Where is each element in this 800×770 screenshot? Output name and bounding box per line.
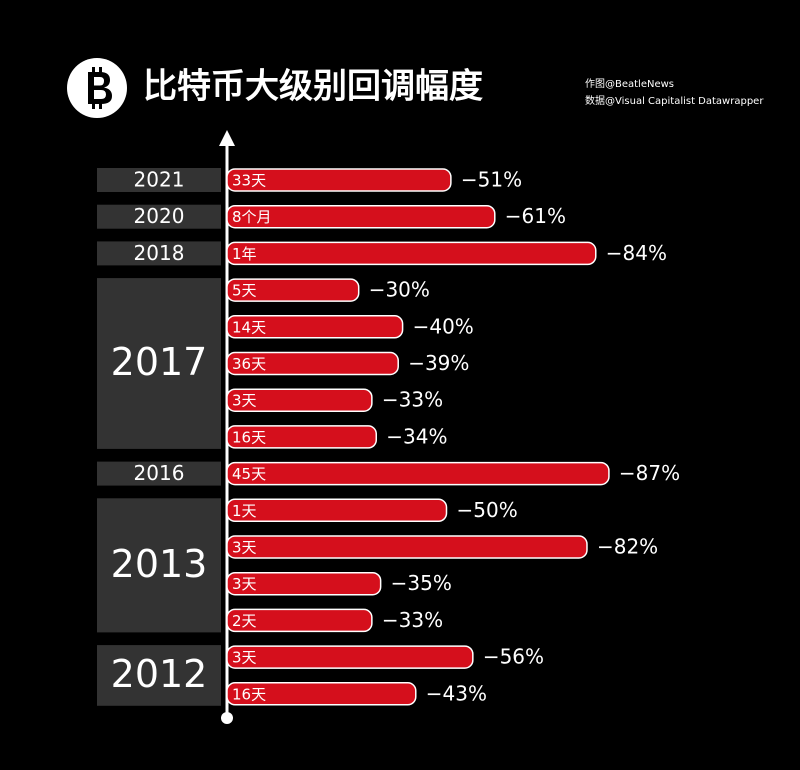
- bar: [226, 241, 597, 266]
- bar-duration: 1年: [232, 245, 257, 263]
- bar: [226, 461, 610, 486]
- value-label: −33%: [382, 388, 443, 412]
- bar-duration: 33天: [232, 172, 266, 190]
- y-tick-label: 2013: [111, 542, 208, 586]
- bar-duration: 45天: [232, 465, 266, 483]
- value-label: −34%: [386, 424, 447, 448]
- group-box: [97, 204, 221, 229]
- bar-duration: 1天: [232, 502, 257, 520]
- group-box: [97, 461, 221, 486]
- bar: [226, 351, 399, 376]
- group-box: [97, 278, 221, 449]
- bar: [226, 278, 360, 302]
- value-label: −51%: [461, 168, 522, 192]
- value-label: −50%: [457, 498, 518, 522]
- bitcoin-logo: [67, 58, 127, 118]
- group-box: [97, 168, 221, 192]
- bar-duration: 3天: [232, 649, 257, 667]
- chart-title: 比特币大级别回调幅度: [143, 67, 483, 107]
- y-tick-label: 2017: [111, 340, 208, 384]
- y-tick-label: 2018: [134, 241, 185, 265]
- bar: [226, 315, 404, 339]
- bar-duration: 2天: [232, 612, 257, 630]
- y-tick-label: 2016: [134, 461, 185, 485]
- bar: [226, 168, 452, 192]
- value-label: −39%: [408, 351, 469, 375]
- value-label: −33%: [382, 608, 443, 632]
- value-label: −35%: [391, 571, 452, 595]
- value-label: −87%: [619, 461, 680, 485]
- bar: [226, 608, 373, 633]
- bar: [226, 571, 382, 596]
- note: 数据@Visual Capitalist Datawrapper: [585, 94, 764, 107]
- value-label: −40%: [413, 314, 474, 338]
- y-tick-label: 2020: [134, 204, 185, 228]
- bar: [226, 425, 378, 449]
- bar-duration: 14天: [232, 318, 266, 336]
- value-label: −56%: [483, 645, 544, 669]
- value-label: −84%: [606, 241, 667, 265]
- bar: [226, 645, 474, 669]
- bar-duration: 8个月: [232, 208, 272, 226]
- bar-duration: 16天: [232, 685, 266, 703]
- value-label: −82%: [597, 535, 658, 559]
- bar: [226, 204, 496, 229]
- bar-duration: 3天: [232, 392, 257, 410]
- bar-duration: 3天: [232, 575, 257, 593]
- value-label: −61%: [505, 204, 566, 228]
- bar-duration: 3天: [232, 539, 257, 557]
- note: 作图@BeatleNews: [585, 78, 674, 90]
- bar: [226, 682, 417, 706]
- bar: [226, 388, 373, 412]
- group-box: [97, 498, 221, 633]
- y-tick-label: 2012: [111, 652, 208, 696]
- bar-duration: 36天: [232, 355, 266, 373]
- y-tick-label: 2021: [134, 168, 185, 192]
- value-label: −43%: [426, 681, 487, 705]
- group-box: [97, 241, 221, 266]
- bar-duration: 5天: [232, 282, 257, 300]
- value-label: −30%: [369, 278, 430, 302]
- bar-duration: 16天: [232, 428, 266, 446]
- bar: [226, 535, 588, 559]
- bar: [226, 498, 448, 523]
- group-box: [97, 645, 221, 706]
